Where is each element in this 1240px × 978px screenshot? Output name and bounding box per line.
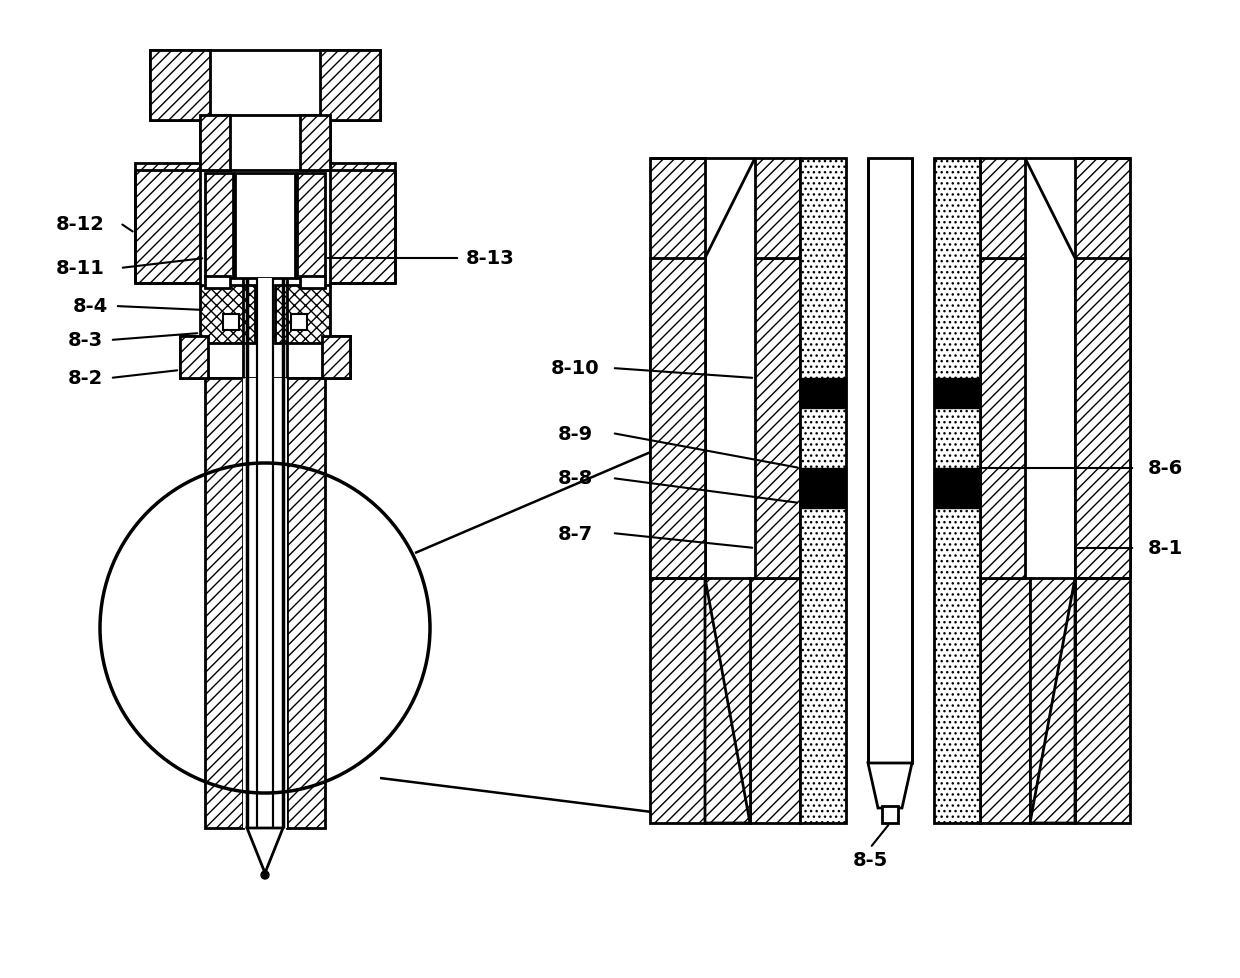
Bar xyxy=(934,378,980,409)
Bar xyxy=(180,336,350,378)
Polygon shape xyxy=(1030,578,1075,823)
Bar xyxy=(1030,578,1075,823)
Text: 8-5: 8-5 xyxy=(852,851,888,869)
Bar xyxy=(980,578,1030,823)
Bar xyxy=(980,259,1025,578)
Bar xyxy=(980,158,1025,259)
Polygon shape xyxy=(706,578,750,823)
Text: 8-3: 8-3 xyxy=(67,332,103,350)
Bar xyxy=(330,164,396,284)
Text: 8-13: 8-13 xyxy=(466,249,515,268)
Bar xyxy=(298,174,325,279)
Bar xyxy=(800,378,846,409)
Text: 8-11: 8-11 xyxy=(56,259,104,278)
Text: 8-4: 8-4 xyxy=(72,297,108,316)
Bar xyxy=(650,158,706,823)
Text: 8-6: 8-6 xyxy=(1147,459,1183,478)
Bar xyxy=(320,51,379,121)
Bar xyxy=(258,279,272,828)
Bar xyxy=(882,806,898,823)
Text: 8-2: 8-2 xyxy=(67,369,103,388)
Text: 8-8: 8-8 xyxy=(557,469,593,488)
Bar xyxy=(1075,158,1130,823)
Bar xyxy=(150,51,379,121)
Bar xyxy=(291,315,308,331)
Text: 8-7: 8-7 xyxy=(558,524,593,543)
Bar xyxy=(755,158,800,259)
Polygon shape xyxy=(650,259,706,578)
Bar xyxy=(755,259,800,578)
Bar xyxy=(934,468,980,509)
Polygon shape xyxy=(247,828,283,873)
Text: 8-9: 8-9 xyxy=(558,424,593,443)
Bar xyxy=(150,51,210,121)
Bar xyxy=(243,378,286,828)
Bar xyxy=(223,315,239,331)
Bar xyxy=(180,336,208,378)
Bar xyxy=(750,578,800,823)
Bar xyxy=(706,578,750,823)
Bar xyxy=(236,174,295,279)
Bar xyxy=(200,115,330,171)
Polygon shape xyxy=(1075,259,1130,578)
Bar xyxy=(200,286,255,343)
Bar xyxy=(300,277,325,289)
Bar xyxy=(800,158,846,823)
Polygon shape xyxy=(868,763,911,808)
Bar xyxy=(205,277,229,289)
Bar xyxy=(934,158,980,823)
Bar xyxy=(275,286,330,343)
Bar xyxy=(868,158,911,763)
Bar xyxy=(286,378,325,828)
Bar xyxy=(200,115,229,171)
Bar xyxy=(205,378,243,828)
Text: 8-10: 8-10 xyxy=(551,359,599,378)
Text: 8-12: 8-12 xyxy=(56,214,104,234)
Bar xyxy=(322,336,350,378)
Bar xyxy=(135,164,200,284)
Text: 8-1: 8-1 xyxy=(1147,539,1183,557)
Circle shape xyxy=(260,871,269,879)
Bar xyxy=(800,468,846,509)
Bar xyxy=(205,174,233,279)
Bar xyxy=(300,115,330,171)
